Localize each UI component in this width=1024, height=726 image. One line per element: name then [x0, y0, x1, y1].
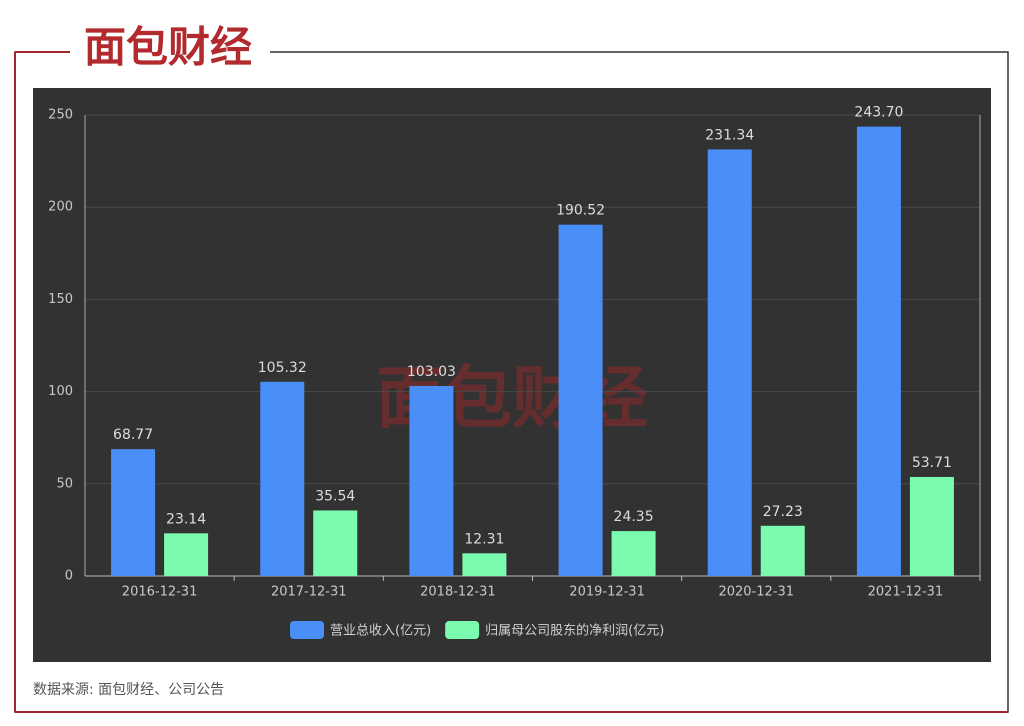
bar: [260, 381, 305, 576]
x-tick-label: 2017-12-31: [271, 585, 347, 600]
bar: [164, 533, 209, 576]
legend-label: 归属母公司股东的净利润(亿元): [485, 623, 664, 639]
value-label: 12.31: [464, 531, 504, 547]
logo-bg: [70, 14, 270, 80]
y-tick-label: 250: [48, 108, 73, 123]
x-tick-label: 2018-12-31: [420, 585, 496, 600]
value-label: 105.32: [258, 360, 307, 376]
x-tick-label: 2020-12-31: [718, 585, 794, 600]
value-label: 27.23: [763, 504, 803, 520]
value-label: 231.34: [705, 127, 754, 143]
bar: [707, 149, 752, 576]
bar: [611, 531, 656, 576]
bar: [558, 224, 603, 576]
value-label: 23.14: [166, 511, 206, 527]
y-tick-label: 150: [48, 292, 73, 307]
bar: [462, 553, 507, 576]
value-label: 24.35: [614, 509, 654, 525]
value-label: 35.54: [315, 488, 355, 504]
value-label: 53.71: [912, 455, 952, 471]
y-tick-label: 100: [48, 384, 73, 399]
value-label: 243.70: [854, 105, 903, 121]
bar: [111, 449, 156, 576]
bar: [760, 525, 805, 576]
y-tick-label: 200: [48, 200, 73, 215]
value-label: 103.03: [407, 364, 456, 380]
legend-label: 营业总收入(亿元): [330, 624, 431, 639]
logo: 面包财经: [84, 23, 252, 72]
x-tick-label: 2021-12-31: [868, 585, 944, 600]
x-tick-label: 2019-12-31: [569, 585, 645, 600]
source-note: 数据来源: 面包财经、公司公告: [33, 682, 224, 698]
value-label: 190.52: [556, 203, 605, 219]
x-tick-label: 2016-12-31: [122, 585, 198, 600]
value-label: 68.77: [113, 427, 153, 443]
bar: [909, 476, 954, 576]
bar: [409, 386, 454, 576]
y-tick-label: 50: [56, 476, 73, 491]
legend-swatch: [290, 621, 324, 639]
bar: [313, 510, 358, 576]
bar: [856, 126, 901, 577]
y-tick-label: 0: [65, 569, 73, 584]
legend-swatch: [445, 621, 480, 639]
